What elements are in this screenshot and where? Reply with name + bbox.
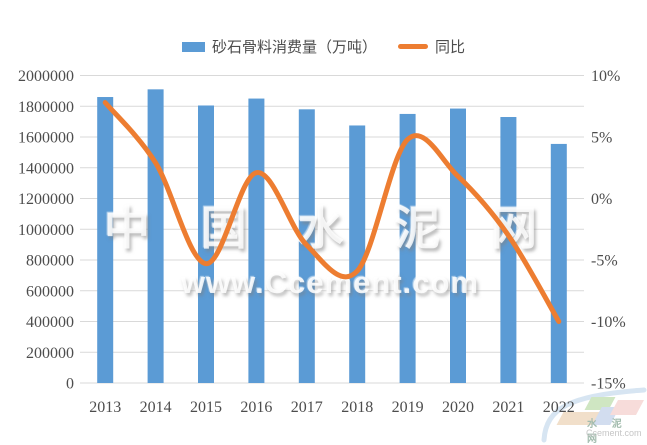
- x-axis-label: 2021: [492, 399, 524, 416]
- left-axis-tick-label: 1600000: [18, 130, 74, 147]
- left-axis-tick-label: 1000000: [18, 222, 74, 239]
- bar-series-swatch: [181, 41, 205, 52]
- consumption-bar-2021: [500, 117, 517, 383]
- left-axis-tick-label: 200000: [26, 345, 74, 362]
- x-axis-label: 2017: [291, 399, 323, 416]
- legend: 砂石骨料消费量（万吨） 同比: [0, 36, 647, 57]
- consumption-bar-2015: [198, 105, 214, 383]
- left-axis-tick-label: 800000: [26, 253, 74, 270]
- consumption-bar-2018: [349, 125, 366, 383]
- ccement-logo: 水 泥 网 Ccement.com: [538, 380, 647, 445]
- right-axis-tick-label: 10%: [591, 68, 620, 85]
- left-axis-tick-label: 2000000: [18, 68, 74, 85]
- consumption-bar-2014: [147, 89, 164, 384]
- logo-text-cn: 水 泥 网: [587, 419, 628, 445]
- consumption-bar-2019: [399, 113, 416, 383]
- right-axis-tick-label: 5%: [591, 130, 612, 147]
- x-axis-label: 2013: [89, 399, 121, 416]
- line-series-swatch: [398, 44, 428, 49]
- consumption-bar-2022: [550, 143, 567, 383]
- x-axis-label: 2019: [392, 399, 424, 416]
- right-axis-tick-label: 0%: [591, 191, 612, 208]
- legend-label-consumption: 砂石骨料消费量（万吨）: [211, 39, 377, 56]
- consumption-bar-2017: [298, 109, 315, 383]
- logo-text-en: Ccement.com: [586, 428, 642, 438]
- left-axis-tick-label: 400000: [26, 314, 74, 331]
- consumption-bar-2020: [450, 108, 466, 384]
- watermark-cn-text: 中 国 水 泥 网: [103, 202, 557, 254]
- x-axis-label: 2016: [240, 399, 272, 416]
- watermark: 中 国 水 泥 网 www.Ccement.com: [104, 192, 556, 301]
- legend-label-yoy: 同比: [435, 39, 466, 56]
- left-axis-tick-label: 1400000: [18, 160, 74, 177]
- x-axis-label: 2018: [341, 399, 373, 416]
- left-axis-tick-label: 1800000: [18, 99, 74, 116]
- x-axis-label: 2020: [442, 399, 474, 416]
- watermark-url-text: www.Ccement.com: [180, 265, 480, 300]
- right-axis-tick-label: -10%: [591, 314, 626, 331]
- yoy-trend-line: [102, 100, 562, 324]
- consumption-bar-2016: [248, 98, 265, 383]
- logo-swoosh: [541, 387, 647, 443]
- left-axis-tick-label: 1200000: [18, 191, 74, 208]
- left-axis-tick-label: 600000: [26, 283, 74, 300]
- left-axis-tick-label: 0: [66, 376, 74, 393]
- right-axis-tick-label: -5%: [591, 253, 618, 270]
- consumption-bar-2013: [97, 97, 114, 384]
- x-axis-label: 2014: [140, 399, 172, 416]
- x-axis-label: 2015: [190, 399, 222, 416]
